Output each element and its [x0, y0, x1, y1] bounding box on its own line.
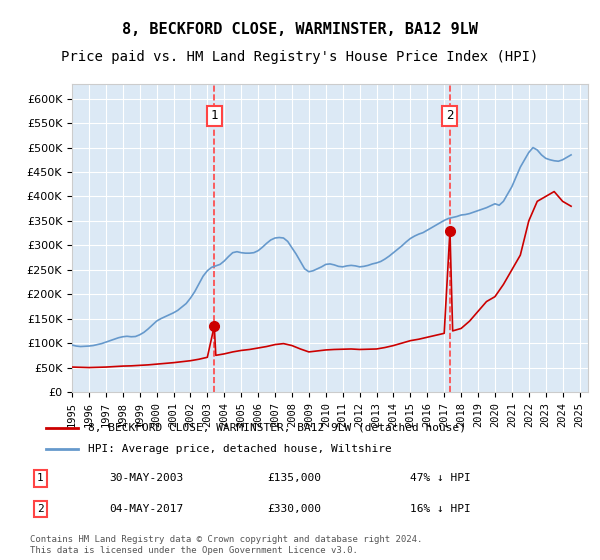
Text: Price paid vs. HM Land Registry's House Price Index (HPI): Price paid vs. HM Land Registry's House …	[61, 50, 539, 64]
Text: Contains HM Land Registry data © Crown copyright and database right 2024.: Contains HM Land Registry data © Crown c…	[30, 535, 422, 544]
Text: This data is licensed under the Open Government Licence v3.0.: This data is licensed under the Open Gov…	[30, 546, 358, 555]
Text: 2: 2	[446, 109, 454, 122]
Text: HPI: Average price, detached house, Wiltshire: HPI: Average price, detached house, Wilt…	[88, 444, 392, 454]
Text: 8, BECKFORD CLOSE, WARMINSTER, BA12 9LW (detached house): 8, BECKFORD CLOSE, WARMINSTER, BA12 9LW …	[88, 423, 466, 433]
Text: 2: 2	[37, 504, 44, 514]
Text: £135,000: £135,000	[268, 473, 322, 483]
Text: 47% ↓ HPI: 47% ↓ HPI	[410, 473, 471, 483]
Text: 8, BECKFORD CLOSE, WARMINSTER, BA12 9LW: 8, BECKFORD CLOSE, WARMINSTER, BA12 9LW	[122, 22, 478, 38]
Text: 04-MAY-2017: 04-MAY-2017	[109, 504, 184, 514]
Text: 1: 1	[211, 109, 218, 122]
Text: £330,000: £330,000	[268, 504, 322, 514]
Text: 30-MAY-2003: 30-MAY-2003	[109, 473, 184, 483]
Text: 1: 1	[37, 473, 44, 483]
Text: 16% ↓ HPI: 16% ↓ HPI	[410, 504, 471, 514]
